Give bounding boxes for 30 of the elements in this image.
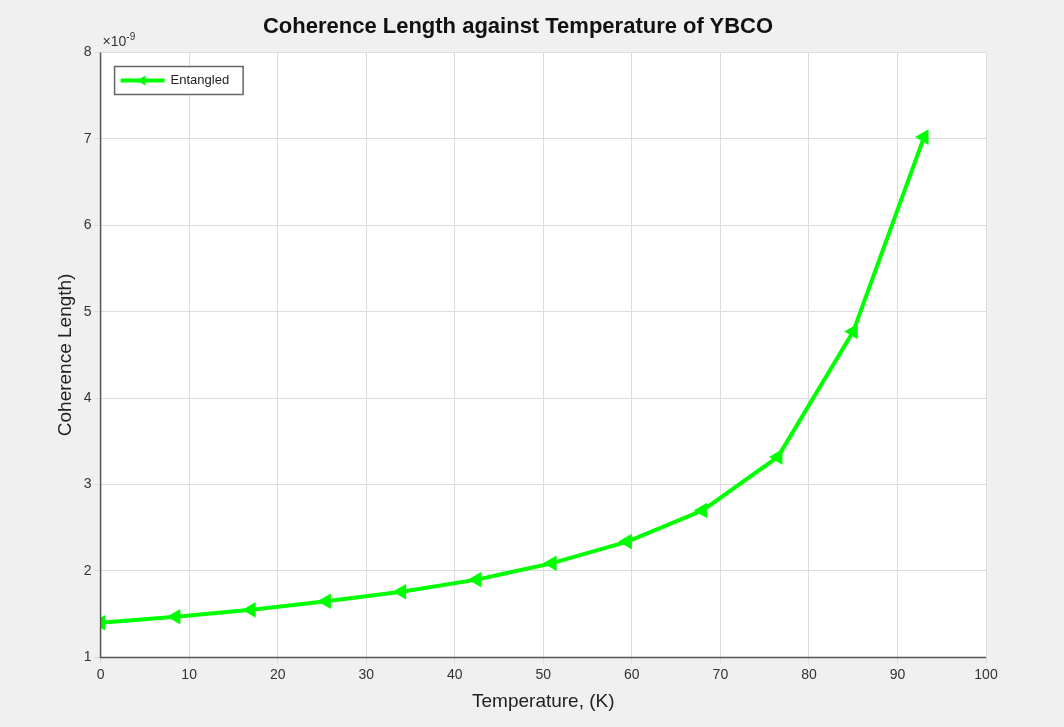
point (244, 603, 256, 617)
y-axis-title: Coherence Length) (53, 273, 75, 437)
x-tick-label: 20 (269, 665, 286, 682)
y-tick-label: 7 (83, 129, 92, 146)
x-tick-label: 10 (181, 665, 198, 682)
x-tick-label: 50 (535, 665, 552, 682)
y-tick-label: 8 (83, 43, 92, 60)
x-tick-label: 90 (889, 665, 906, 682)
y-tick-label: 1 (83, 648, 92, 665)
x-tick-label: 100 (974, 665, 998, 682)
y-tick-label: 6 (83, 216, 92, 233)
y-tick-label: 3 (83, 475, 92, 492)
x-axis-title: Temperature, (K) (472, 689, 615, 711)
chart-title: Coherence Length against Temperature of YBCO (262, 13, 774, 39)
point (394, 585, 407, 599)
x-tick-label: 30 (358, 665, 375, 682)
y-tick-label: 5 (83, 302, 92, 319)
point (545, 556, 557, 570)
x-tick-label: 80 (801, 665, 817, 682)
x-tick-label: 0 (96, 665, 105, 682)
x-tick-label: 70 (712, 665, 729, 682)
y-tick-label: 4 (83, 388, 92, 405)
point (770, 450, 783, 464)
point (319, 594, 331, 608)
legend-label: Entangled (170, 71, 230, 87)
x-tick-label: 60 (624, 665, 640, 682)
point (917, 130, 929, 144)
y-tick-label: 2 (83, 561, 92, 578)
x-tick-label: 40 (446, 665, 463, 682)
point (168, 610, 181, 624)
